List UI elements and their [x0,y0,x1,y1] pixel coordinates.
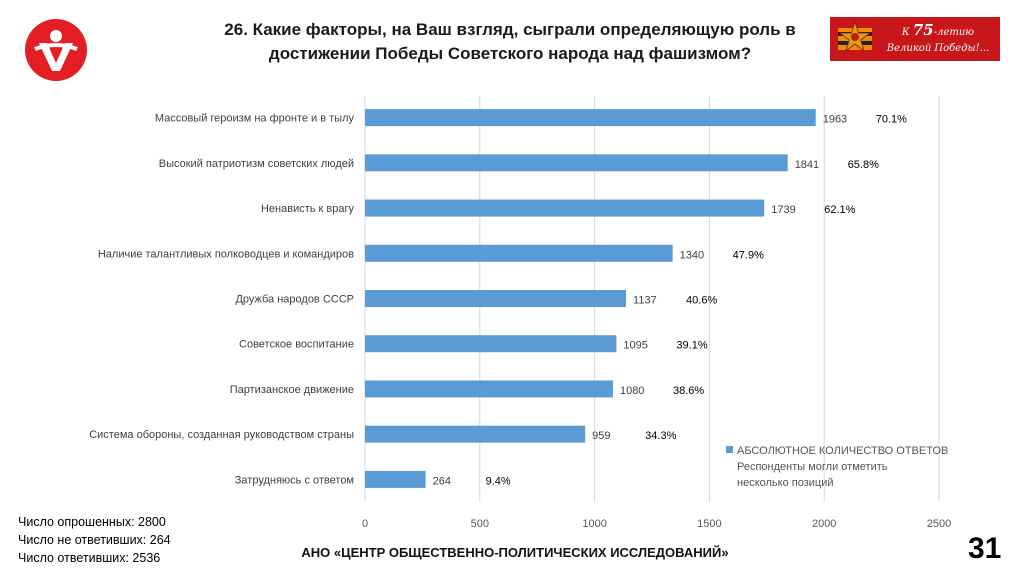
category-label: Наличие талантливых полководцев и команд… [98,248,354,260]
legend-note-line-2: несколько позиций [737,477,834,489]
organization-logo-icon [25,19,87,81]
percent-label: 34.3% [645,430,676,442]
legend-swatch [726,446,733,453]
value-label: 959 [592,430,610,442]
bar [365,425,586,443]
category-label: Массовый героизм на фронте и в тылу [155,113,355,125]
bar [365,154,788,172]
banner-text: К 75-летию Великой Победы!... [880,22,996,57]
x-tick-label: 500 [471,518,489,530]
banner-line-2: Великой Победы!... [886,43,990,54]
legend-entry: АБСОЛЮТНОЕ КОЛИЧЕСТВО ОТВЕТОВ [726,443,948,459]
value-label: 1841 [795,159,819,171]
bar [365,109,816,127]
x-tick-label: 2500 [927,518,951,530]
percent-label: 9.4% [486,475,511,487]
category-label: Высокий патриотизм советских людей [159,158,354,170]
percent-label: 39.1% [676,340,707,352]
footer-organization: АНО «ЦЕНТР ОБЩЕСТВЕННО-ПОЛИТИЧЕСКИХ ИССЛ… [301,545,729,560]
survey-stats: Число опрошенных: 2800 Число не ответивш… [18,513,171,567]
value-label: 1095 [623,340,647,352]
category-label: Ненависть к врагу [261,203,355,215]
legend-note-line-1: Респонденты могли отметить [737,461,888,473]
page-title: 26. Какие факторы, на Ваш взгляд, сыграл… [190,18,830,66]
bar [365,380,613,398]
category-label: Затрудняюсь с ответом [235,474,354,486]
stat-surveyed: Число опрошенных: 2800 [18,515,166,529]
anniversary-banner: К 75-летию Великой Победы!... [830,17,1000,61]
title-line-1: 26. Какие факторы, на Ваш взгляд, сыграл… [224,20,796,39]
value-label: 1080 [620,385,644,397]
category-label: Дружба народов СССР [235,294,354,306]
stat-not-answered: Число не ответивших: 264 [18,533,171,547]
percent-label: 40.6% [686,295,717,307]
chart-legend: АБСОЛЮТНОЕ КОЛИЧЕСТВО ОТВЕТОВ Респондент… [726,443,948,491]
x-tick-label: 1500 [697,518,721,530]
value-label: 1739 [771,204,795,216]
percent-label: 62.1% [824,204,855,216]
percent-label: 47.9% [733,249,764,261]
bar [365,470,426,488]
bar [365,199,765,217]
banner-suffix: -летию [933,27,975,38]
x-tick-label: 0 [362,518,368,530]
stat-answered: Число ответивших: 2536 [18,551,161,565]
category-label: Система обороны, созданная руководством … [89,429,354,441]
category-label: Партизанское движение [230,384,354,396]
percent-label: 70.1% [876,114,907,126]
value-label: 1963 [823,114,847,126]
value-label: 1340 [680,249,704,261]
legend-series-name: АБСОЛЮТНОЕ КОЛИЧЕСТВО ОТВЕТОВ [737,445,949,457]
bar-chart: 0 500 1000 1500 2000 2500 Массовый героизм на … [89,95,951,530]
page-number: 31 [968,532,1002,565]
bar [365,244,673,262]
order-star-icon [838,20,872,53]
title-line-2: достижении Победы Советского народа над … [268,44,752,63]
banner-line-1: К 75-летию [880,22,996,41]
banner-prefix: К [901,27,913,38]
value-label: 1137 [633,295,657,307]
category-label: Советское воспитание [239,339,354,351]
percent-label: 65.8% [848,159,879,171]
x-tick-label: 2000 [812,518,836,530]
bar [365,335,617,353]
x-tick-label: 1000 [582,518,606,530]
value-label: 264 [433,475,451,487]
bar [365,290,627,307]
banner-number: 75 [912,21,934,39]
percent-label: 38.6% [673,385,704,397]
